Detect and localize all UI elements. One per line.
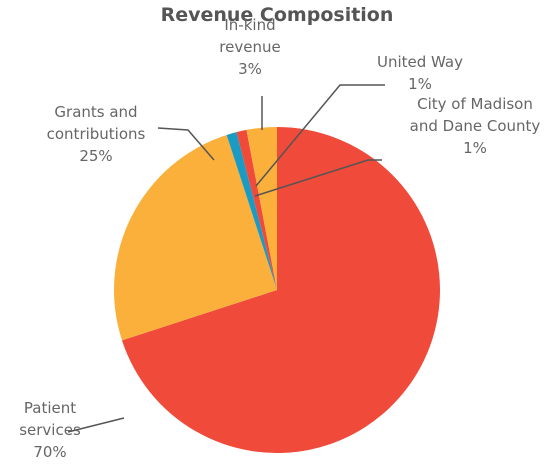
value-label: 70%: [33, 443, 67, 461]
data-label: United Way 1%: [365, 51, 475, 95]
leader-line: [254, 159, 382, 197]
category-label: Grants and contributions: [46, 103, 146, 143]
value-label: 3%: [238, 60, 262, 78]
data-label: Grants and contributions 25%: [26, 101, 166, 167]
pie-slice: [113, 134, 277, 341]
pie-slice: [236, 129, 277, 290]
data-label: In-kind revenue 3%: [210, 14, 290, 80]
pie-slice: [226, 132, 277, 290]
data-label: Patient services 70%: [0, 397, 100, 463]
data-label: City of Madison and Dane County 1%: [405, 93, 545, 159]
value-label: 25%: [79, 147, 113, 165]
leader-line: [67, 417, 125, 433]
category-label: City of Madison and Dane County: [409, 95, 541, 135]
pie-slice: [246, 127, 277, 290]
pie-slice: [121, 127, 440, 453]
category-label: United Way: [377, 53, 463, 71]
leader-line: [157, 127, 215, 161]
chart-title: Revenue Composition: [160, 4, 394, 26]
value-label: 1%: [463, 139, 487, 157]
category-label: In-kind revenue: [219, 16, 281, 56]
category-label: Patient services: [19, 399, 81, 439]
leader-line: [255, 84, 385, 187]
value-label: 1%: [408, 75, 432, 93]
